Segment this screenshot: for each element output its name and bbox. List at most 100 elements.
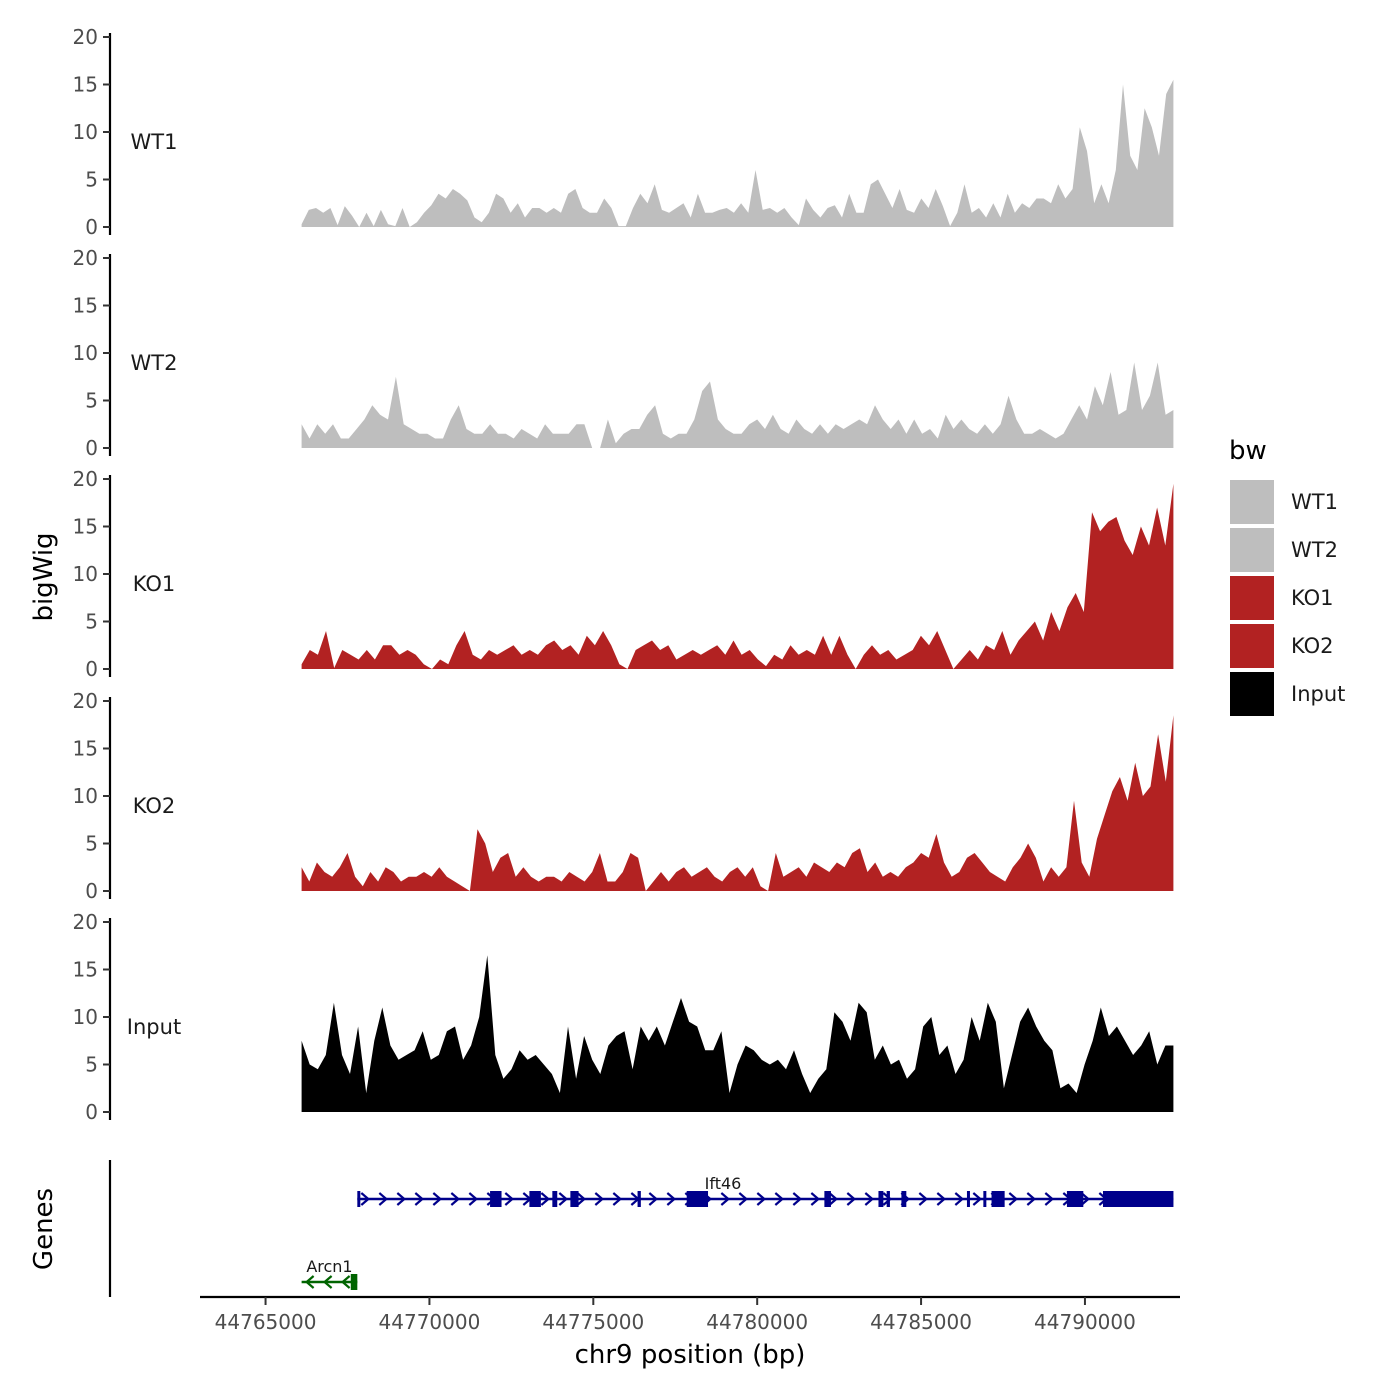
strand-chevron-icon <box>666 1192 677 1206</box>
y-tick-label: 10 <box>73 120 98 144</box>
y-tick-label: 20 <box>73 910 98 934</box>
strand-chevron-icon <box>1008 1192 1019 1206</box>
y-tick-label: 5 <box>85 168 98 192</box>
strand-chevron-icon <box>828 1192 839 1206</box>
strand-chevron-icon <box>576 1192 587 1206</box>
gene-ift46: Ift46 <box>357 1174 1174 1207</box>
gene-exon <box>878 1191 884 1207</box>
strand-chevron-icon <box>954 1192 965 1206</box>
legend-key-wt2 <box>1230 528 1274 572</box>
coverage-area-wt1 <box>301 79 1174 227</box>
strand-chevron-icon <box>450 1192 461 1206</box>
y-tick-label: 20 <box>73 689 98 713</box>
strand-chevron-icon <box>936 1192 947 1206</box>
legend-key-ko1 <box>1230 576 1274 620</box>
gene-exon <box>991 1191 1005 1207</box>
strand-chevron-icon <box>1026 1192 1037 1206</box>
gene-exon <box>1066 1191 1084 1207</box>
gene-exon <box>983 1191 987 1207</box>
gene-label-ift46: Ift46 <box>705 1174 742 1193</box>
y-tick-label: 15 <box>73 73 98 97</box>
strand-chevron-icon <box>304 1275 315 1289</box>
legend-key-input <box>1230 672 1274 716</box>
x-tick-label: 44775000 <box>542 1310 644 1334</box>
strand-chevron-icon <box>378 1192 389 1206</box>
strand-chevron-icon <box>1080 1192 1091 1206</box>
y-tick-label: 0 <box>85 879 98 903</box>
gene-exon <box>686 1191 709 1207</box>
strand-chevron-icon <box>756 1192 767 1206</box>
gene-exon <box>529 1191 541 1207</box>
gene-exon <box>1102 1191 1174 1207</box>
track-wt1: 0 5 10 15 20 WT1 <box>73 25 1174 239</box>
y-tick-label: 15 <box>73 958 98 982</box>
strand-chevron-icon <box>882 1192 893 1206</box>
y-tick-label: 15 <box>73 515 98 539</box>
y-tick-label: 10 <box>73 562 98 586</box>
strand-chevron-icon <box>540 1192 551 1206</box>
y-tick-label: 15 <box>73 737 98 761</box>
x-axis: 44765000 44770000 44775000 44780000 44785000… <box>200 1295 1180 1334</box>
strand-chevron-icon <box>414 1192 425 1206</box>
y-tick-label: 5 <box>85 1053 98 1077</box>
track-label-ko1: KO1 <box>133 572 176 596</box>
gene-exon <box>966 1191 970 1207</box>
legend: bw WT1 WT2 KO1 KO2 Input <box>1229 436 1345 716</box>
strand-chevron-icon <box>612 1192 623 1206</box>
y-tick-label: 5 <box>85 610 98 634</box>
strand-chevron-icon <box>432 1192 443 1206</box>
strand-chevron-icon <box>558 1192 569 1206</box>
x-tick-label: 44790000 <box>1034 1310 1136 1334</box>
strand-chevron-icon <box>396 1192 407 1206</box>
gene-track: Ift46 Arcn1 <box>108 1160 1174 1297</box>
y-tick-label: 20 <box>73 467 98 491</box>
strand-chevron-icon <box>846 1192 857 1206</box>
genes-axis-title: Genes <box>29 1188 59 1270</box>
strand-chevron-icon <box>504 1192 515 1206</box>
strand-chevron-icon <box>1044 1192 1055 1206</box>
strand-chevron-icon <box>720 1192 731 1206</box>
gene-exon <box>357 1191 361 1207</box>
y-tick-label: 5 <box>85 832 98 856</box>
track-label-input: Input <box>127 1015 181 1039</box>
legend-label-ko2: KO2 <box>1291 634 1334 658</box>
x-tick-label: 44765000 <box>215 1310 317 1334</box>
gene-exon <box>490 1191 502 1207</box>
strand-chevron-icon <box>648 1192 659 1206</box>
strand-chevron-icon <box>918 1192 929 1206</box>
y-tick-label: 15 <box>73 294 98 318</box>
track-ko1: 0 5 10 15 20 KO1 <box>73 467 1174 681</box>
gene-exon <box>901 1191 907 1207</box>
track-label-wt2: WT2 <box>131 351 178 375</box>
track-label-wt1: WT1 <box>131 130 178 154</box>
track-ko2: 0 5 10 15 20 KO2 <box>73 689 1174 903</box>
x-tick-label: 44785000 <box>870 1310 972 1334</box>
strand-chevron-icon <box>468 1192 479 1206</box>
strand-chevron-icon <box>322 1275 333 1289</box>
legend-key-ko2 <box>1230 624 1274 668</box>
coverage-tracks: 0 5 10 15 20 WT1 0 5 10 15 20 WT2 0 5 10 15 20 KO1 0 5 10 15 2… <box>73 25 1174 1124</box>
y-tick-label: 20 <box>73 246 98 270</box>
y-tick-label: 0 <box>85 436 98 460</box>
gene-exon <box>886 1191 890 1207</box>
gene-exon <box>552 1191 558 1207</box>
y-tick-label: 0 <box>85 1100 98 1124</box>
y-tick-label: 0 <box>85 657 98 681</box>
strand-chevron-icon <box>774 1192 785 1206</box>
gene-exon <box>637 1191 641 1207</box>
strand-chevron-icon <box>810 1192 821 1206</box>
legend-key-wt1 <box>1230 480 1274 524</box>
gene-exon <box>824 1191 831 1207</box>
y-tick-label: 10 <box>73 784 98 808</box>
strand-chevron-icon <box>738 1192 749 1206</box>
track-wt2: 0 5 10 15 20 WT2 <box>73 246 1174 460</box>
y-axis-title: bigWig <box>29 532 59 621</box>
gene-exon <box>350 1274 358 1290</box>
strand-chevron-icon <box>594 1192 605 1206</box>
x-axis-title: chr9 position (bp) <box>575 1340 806 1370</box>
x-tick-label: 44770000 <box>379 1310 481 1334</box>
y-tick-label: 0 <box>85 215 98 239</box>
y-tick-label: 5 <box>85 389 98 413</box>
y-tick-label: 20 <box>73 25 98 49</box>
